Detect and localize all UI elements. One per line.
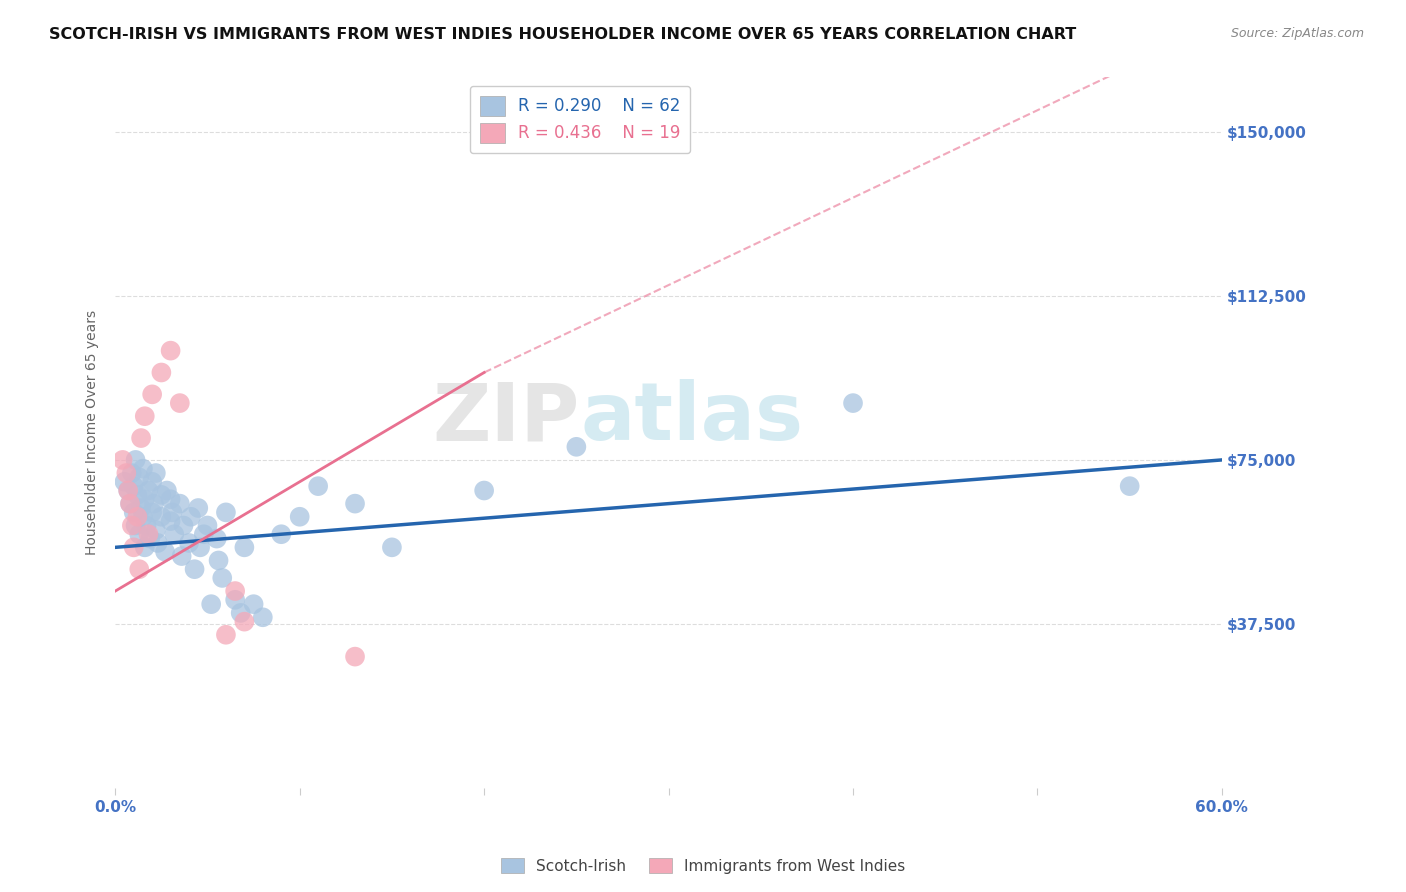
Y-axis label: Householder Income Over 65 years: Householder Income Over 65 years bbox=[86, 310, 100, 555]
Point bbox=[145, 523, 167, 537]
Point bbox=[842, 396, 865, 410]
Point bbox=[141, 475, 163, 489]
Point bbox=[205, 532, 228, 546]
Point bbox=[233, 541, 256, 555]
Point bbox=[180, 509, 202, 524]
Point bbox=[252, 610, 274, 624]
Point bbox=[111, 453, 134, 467]
Point bbox=[122, 479, 145, 493]
Point bbox=[115, 466, 138, 480]
Point bbox=[121, 518, 143, 533]
Point bbox=[159, 492, 181, 507]
Point bbox=[134, 409, 156, 424]
Text: ZIP: ZIP bbox=[433, 379, 581, 458]
Point bbox=[135, 518, 157, 533]
Point bbox=[307, 479, 329, 493]
Point bbox=[211, 571, 233, 585]
Point bbox=[565, 440, 588, 454]
Point bbox=[118, 497, 141, 511]
Point bbox=[122, 505, 145, 519]
Point bbox=[129, 431, 152, 445]
Point bbox=[124, 453, 146, 467]
Point bbox=[344, 497, 367, 511]
Point bbox=[177, 536, 200, 550]
Point bbox=[381, 541, 404, 555]
Point bbox=[127, 488, 149, 502]
Point bbox=[188, 541, 211, 555]
Point bbox=[215, 628, 238, 642]
Point bbox=[122, 541, 145, 555]
Text: Source: ZipAtlas.com: Source: ZipAtlas.com bbox=[1230, 27, 1364, 40]
Point bbox=[173, 518, 195, 533]
Point bbox=[138, 483, 160, 498]
Point bbox=[134, 492, 156, 507]
Point bbox=[128, 527, 150, 541]
Point bbox=[121, 466, 143, 480]
Point bbox=[141, 387, 163, 401]
Point bbox=[114, 475, 136, 489]
Point bbox=[150, 488, 173, 502]
Point bbox=[169, 396, 191, 410]
Point bbox=[150, 509, 173, 524]
Point bbox=[187, 501, 209, 516]
Text: SCOTCH-IRISH VS IMMIGRANTS FROM WEST INDIES HOUSEHOLDER INCOME OVER 65 YEARS COR: SCOTCH-IRISH VS IMMIGRANTS FROM WEST IND… bbox=[49, 27, 1077, 42]
Point bbox=[197, 518, 219, 533]
Point bbox=[132, 461, 155, 475]
Point bbox=[150, 366, 173, 380]
Point bbox=[118, 497, 141, 511]
Point bbox=[224, 592, 246, 607]
Point bbox=[200, 597, 222, 611]
Point bbox=[344, 649, 367, 664]
Point bbox=[159, 514, 181, 528]
Point bbox=[128, 562, 150, 576]
Legend: Scotch-Irish, Immigrants from West Indies: Scotch-Irish, Immigrants from West Indie… bbox=[495, 852, 911, 880]
Point bbox=[141, 505, 163, 519]
Point bbox=[134, 541, 156, 555]
Point bbox=[215, 505, 238, 519]
Point bbox=[129, 501, 152, 516]
Point bbox=[159, 343, 181, 358]
Point bbox=[127, 509, 149, 524]
Point bbox=[162, 505, 184, 519]
Point bbox=[472, 483, 495, 498]
Text: atlas: atlas bbox=[581, 379, 803, 458]
Point bbox=[229, 606, 252, 620]
Point bbox=[207, 553, 229, 567]
Point bbox=[1118, 479, 1140, 493]
Point bbox=[224, 584, 246, 599]
Point bbox=[193, 527, 215, 541]
Point bbox=[139, 532, 162, 546]
Point bbox=[132, 509, 155, 524]
Point bbox=[233, 615, 256, 629]
Legend: R = 0.290    N = 62, R = 0.436    N = 19: R = 0.290 N = 62, R = 0.436 N = 19 bbox=[470, 86, 690, 153]
Point bbox=[146, 536, 169, 550]
Point bbox=[145, 466, 167, 480]
Point bbox=[183, 562, 205, 576]
Point bbox=[169, 497, 191, 511]
Point bbox=[117, 483, 139, 498]
Point bbox=[170, 549, 193, 563]
Point bbox=[270, 527, 292, 541]
Point bbox=[143, 497, 166, 511]
Point bbox=[153, 545, 176, 559]
Point bbox=[117, 483, 139, 498]
Point bbox=[124, 518, 146, 533]
Point bbox=[138, 527, 160, 541]
Point bbox=[242, 597, 264, 611]
Point bbox=[156, 483, 179, 498]
Point bbox=[288, 509, 311, 524]
Point bbox=[163, 527, 186, 541]
Point bbox=[128, 470, 150, 484]
